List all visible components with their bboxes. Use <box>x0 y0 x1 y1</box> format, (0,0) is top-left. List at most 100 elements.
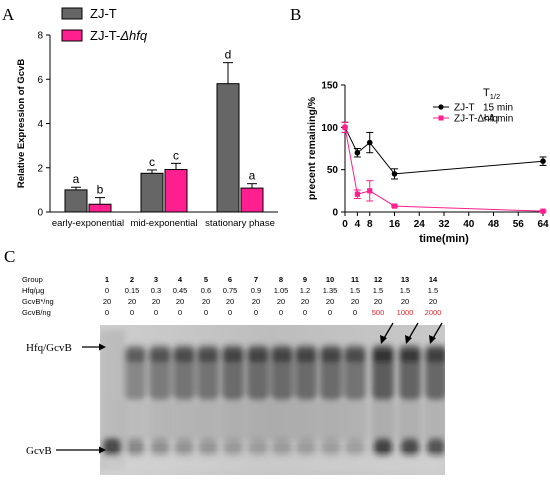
gel-band-lower <box>175 438 193 456</box>
legend-label-zj-t-dhfq: ZJ-T-Δhfq <box>90 28 148 43</box>
gel-smear <box>148 400 172 440</box>
y-tick-label-b: 0 <box>332 208 338 219</box>
gel-band-lower <box>151 438 169 456</box>
gel-band-lower <box>297 438 315 456</box>
data-point <box>540 158 546 164</box>
gel-smear <box>343 400 367 440</box>
table-cell: 20 <box>252 297 260 306</box>
data-point <box>354 191 360 197</box>
table-cell: 2 <box>130 275 134 284</box>
gel-band-upper-core <box>248 350 268 362</box>
gel-band-upper-core <box>426 350 445 362</box>
data-point <box>366 139 373 146</box>
table-cell: 20 <box>326 297 334 306</box>
significance-letter: a <box>73 172 80 186</box>
y-tick-label-b: 150 <box>321 81 338 92</box>
gel-band-lower <box>126 438 144 456</box>
gel-band-lower <box>273 438 291 456</box>
table-cell: 10 <box>326 275 334 284</box>
data-point <box>540 208 546 214</box>
y-tick-label-a: 4 <box>37 119 43 130</box>
table-cell: 0 <box>130 308 134 317</box>
data-point <box>354 149 361 156</box>
panel-letter-b: B <box>290 5 301 24</box>
table-cell: 0 <box>154 308 158 317</box>
table-cell: 20 <box>401 297 409 306</box>
table-cell: 0 <box>105 286 109 295</box>
gel-smear <box>319 400 343 440</box>
legend-swatch-zj-t <box>61 7 83 20</box>
table-cell: 0.75 <box>223 286 238 295</box>
table-cell: 0 <box>279 308 283 317</box>
table-cell: 8 <box>279 275 283 284</box>
table-cell: 20 <box>176 297 184 306</box>
table-cell: 1000 <box>397 308 414 317</box>
significance-letter: d <box>225 48 232 62</box>
x-tick-label-b: 40 <box>463 219 475 230</box>
table-cell: 20 <box>374 297 382 306</box>
table-cell: 11 <box>351 275 359 284</box>
x-tick-label-b: 16 <box>389 219 401 230</box>
y-tick-label-b: 50 <box>327 165 339 176</box>
y-tick-label-a: 6 <box>37 75 43 86</box>
table-cell: 0.6 <box>201 286 211 295</box>
table-cell: 1.5 <box>400 286 410 295</box>
table-cell: 14 <box>429 275 438 284</box>
table-cell: 0 <box>204 308 208 317</box>
legend-marker <box>438 104 444 110</box>
gel-band-upper-core <box>125 350 145 362</box>
table-row-label: Group <box>22 275 43 284</box>
legend-label-zj-t: ZJ-T <box>90 6 117 21</box>
table-cell: 0 <box>228 308 232 317</box>
gel-smear <box>246 400 270 440</box>
gel-image <box>100 325 445 475</box>
table-cell: 9 <box>303 275 307 284</box>
table-cell: 0.45 <box>173 286 188 295</box>
data-point <box>391 203 398 209</box>
x-tick-label-b: 32 <box>438 219 450 230</box>
bar <box>140 172 164 213</box>
bar <box>88 203 112 213</box>
table-cell: 0 <box>105 308 109 317</box>
table-cell: 20 <box>152 297 160 306</box>
table-cell: 12 <box>374 275 382 284</box>
x-tick-label-b: 4 <box>355 219 361 230</box>
x-tick-label-b: 48 <box>488 219 500 230</box>
table-cell: 20 <box>351 297 359 306</box>
gel-band-upper-core <box>400 350 420 362</box>
table-cell: 6 <box>228 275 232 284</box>
y-axis-label-a: Relative Expression of GcvB <box>16 59 27 188</box>
arrowhead-hfq-gcvb <box>99 343 106 351</box>
gel-band-upper-core <box>373 350 393 362</box>
table-cell: 0 <box>353 308 357 317</box>
legend-marker <box>438 115 444 121</box>
significance-letter: b <box>97 183 104 197</box>
arrowhead-gcvb <box>99 446 106 454</box>
gel-band-lower <box>249 438 267 456</box>
table-cell: 20 <box>128 297 136 306</box>
table-cell: 1.05 <box>274 286 289 295</box>
table-cell: 3 <box>154 275 158 284</box>
table-cell: 1.35 <box>323 286 338 295</box>
x-tick-label-b: 64 <box>537 219 549 230</box>
gel-band-upper-core <box>150 350 170 362</box>
gel-smear <box>196 400 220 440</box>
gel-smear <box>172 400 196 440</box>
y-tick-label-a: 8 <box>37 31 43 42</box>
table-cell: 4 <box>178 275 183 284</box>
gel-band-upper-core <box>223 350 243 362</box>
data-point <box>367 188 373 194</box>
gel-label-hfq-gcvb: Hfq/GcvB <box>26 342 72 354</box>
x-tick-label-a: early-exponential <box>52 218 124 229</box>
legend-t-half: <4 min <box>483 114 513 125</box>
gel-smear <box>221 400 245 440</box>
legend-label-b: ZJ-T <box>454 103 475 114</box>
table-cell: 20 <box>429 297 437 306</box>
bar <box>240 187 264 213</box>
lane-arrowhead <box>429 335 436 344</box>
legend-header-sub: 1/2 <box>490 92 500 101</box>
gel-band-upper-core <box>345 350 365 362</box>
legend-t-half: 15 min <box>483 103 513 114</box>
table-cell: 1.5 <box>350 286 360 295</box>
